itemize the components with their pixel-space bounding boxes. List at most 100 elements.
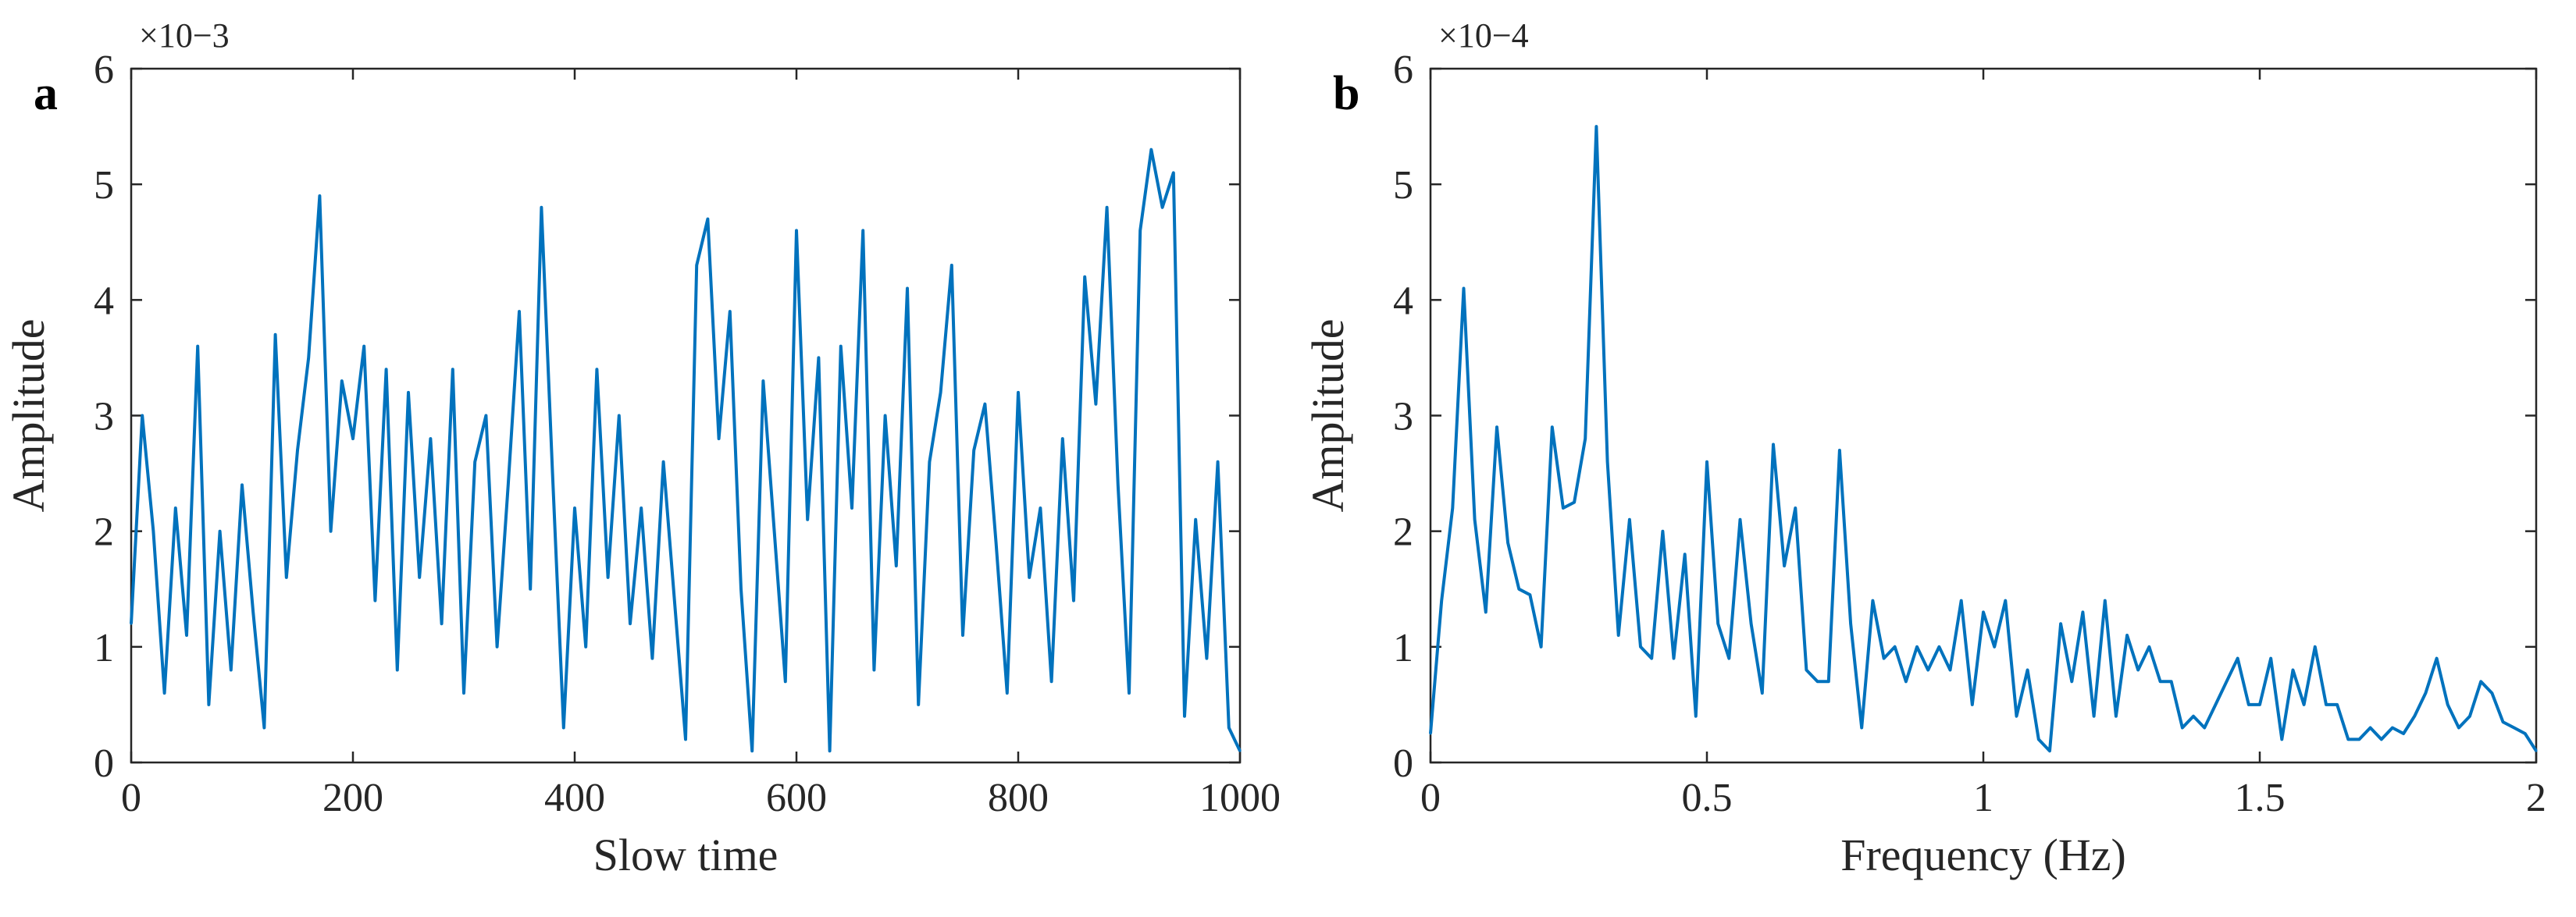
data-point	[739, 588, 743, 591]
y-tick-label: 4	[1393, 279, 1413, 323]
data-point	[2070, 680, 2073, 683]
data-point	[861, 229, 864, 232]
data-point	[2225, 680, 2229, 683]
data-point	[130, 622, 133, 625]
data-point	[1562, 506, 1565, 510]
y-axis-label: Amplitude	[1302, 318, 1353, 512]
data-point	[451, 368, 454, 371]
data-point	[1982, 610, 1985, 613]
data-point	[2303, 703, 2306, 706]
data-point	[396, 668, 399, 671]
data-point	[2435, 657, 2439, 660]
data-point	[2147, 645, 2150, 649]
data-point	[2357, 738, 2360, 741]
data-point	[1429, 732, 1432, 735]
data-point	[995, 541, 998, 544]
data-point	[773, 530, 776, 533]
data-point	[274, 333, 277, 336]
data-point	[1172, 171, 1175, 174]
data-point	[296, 449, 299, 452]
y-tick-label: 6	[94, 48, 114, 92]
y-tick-label: 3	[94, 395, 114, 439]
data-point	[429, 437, 432, 440]
data-point	[1871, 599, 1874, 602]
x-tick-label: 800	[988, 776, 1049, 820]
data-point	[285, 576, 288, 579]
data-point	[2192, 715, 2195, 718]
data-point	[928, 460, 931, 464]
panel-letter: a	[34, 67, 58, 120]
data-point	[1128, 691, 1131, 695]
data-point	[2457, 727, 2460, 730]
data-point	[2170, 680, 2173, 683]
data-point	[174, 506, 177, 510]
x-tick-label: 1	[1973, 776, 1993, 820]
data-point	[806, 518, 809, 521]
y-tick-label: 1	[1393, 626, 1413, 670]
data-point	[462, 691, 465, 695]
y-tick-label: 2	[94, 510, 114, 555]
data-point	[2059, 622, 2062, 625]
data-point	[440, 622, 444, 625]
data-point	[972, 449, 975, 452]
panel-a-chart: 0 200 400 600 800 1000 0 1 2 3 4 5 6 ×10−3 a Slow time A…	[3, 16, 1281, 880]
data-point	[1440, 599, 1443, 602]
data-point	[2125, 634, 2129, 637]
data-point	[1451, 506, 1454, 510]
data-point	[185, 634, 188, 637]
data-point	[1849, 622, 1852, 625]
data-point	[1915, 645, 1919, 649]
data-point	[196, 345, 199, 348]
data-point	[1772, 443, 1775, 446]
data-point	[1606, 460, 1609, 464]
x-axis-label: Slow time	[593, 830, 779, 880]
data-point	[1551, 425, 1554, 428]
y-tick-label: 0	[1393, 741, 1413, 786]
data-point	[872, 668, 875, 671]
data-point	[1993, 645, 1996, 649]
data-point	[629, 622, 632, 625]
data-point	[1738, 518, 1741, 521]
data-point	[1727, 657, 1730, 660]
data-point	[1050, 680, 1053, 683]
data-point	[662, 460, 665, 464]
axes-box	[130, 67, 1242, 764]
data-point	[1028, 576, 1031, 579]
data-point	[2336, 703, 2339, 706]
data-point	[373, 599, 376, 602]
y-tick-label: 2	[1393, 510, 1413, 555]
data-point	[950, 264, 953, 267]
data-point	[230, 668, 233, 671]
data-point	[207, 703, 210, 706]
y-tick-label: 0	[94, 741, 114, 786]
data-point	[1006, 691, 1009, 695]
x-tick-label: 1000	[1199, 776, 1281, 820]
data-point	[507, 483, 510, 486]
data-point	[1673, 657, 1676, 660]
data-point	[219, 530, 222, 533]
x-tick-label: 1.5	[2235, 776, 2286, 820]
data-point	[2026, 668, 2029, 671]
data-point	[2136, 668, 2140, 671]
y-axis-label: Amplitude	[3, 318, 54, 512]
data-point	[2115, 715, 2118, 718]
data-point	[817, 356, 820, 359]
data-point	[1473, 518, 1477, 521]
data-point	[917, 703, 920, 706]
data-point	[1960, 599, 1963, 602]
data-point	[518, 310, 521, 313]
data-point	[1495, 425, 1498, 428]
data-point	[562, 727, 565, 730]
data-point	[1761, 691, 1764, 695]
data-point	[750, 749, 754, 752]
data-point	[1904, 680, 1908, 683]
x-tick-label: 400	[544, 776, 605, 820]
data-point	[1462, 287, 1465, 290]
data-point	[1894, 645, 1897, 649]
data-point	[2048, 749, 2051, 752]
data-point	[1506, 541, 1509, 544]
data-point	[318, 194, 321, 197]
data-point	[1061, 437, 1064, 440]
data-point	[2424, 691, 2427, 695]
data-point	[496, 645, 499, 649]
